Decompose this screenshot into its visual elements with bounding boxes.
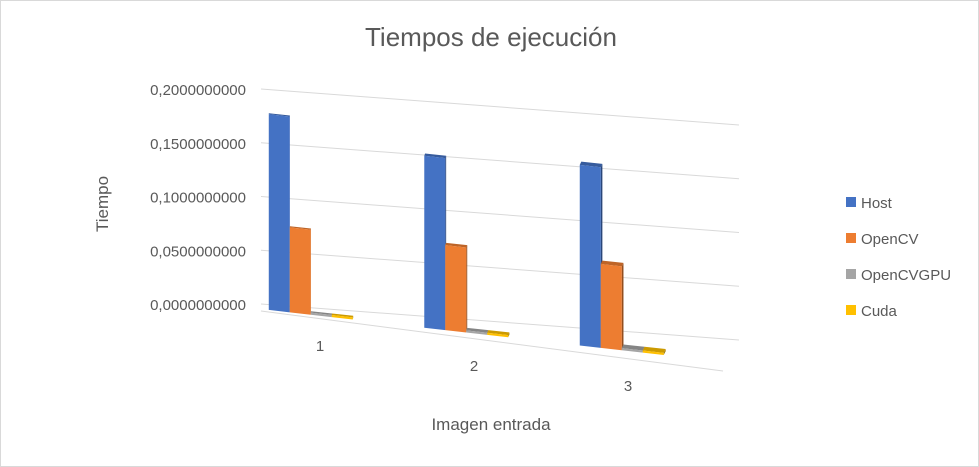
- gridline: [261, 143, 739, 179]
- gridline: [261, 250, 739, 286]
- bar-front: [290, 227, 311, 314]
- bar-front: [445, 245, 466, 332]
- bar-front: [269, 114, 290, 312]
- gridlines: [261, 89, 739, 371]
- bar-host-2: [424, 154, 446, 331]
- y-tick-labels: 0,0000000000 0,0500000000 0,1000000000 0,15…: [150, 82, 246, 314]
- x-axis-title: Imagen entrada: [431, 415, 551, 434]
- y-tick-label: 0,0500000000: [150, 243, 246, 260]
- bar-front: [580, 165, 601, 348]
- legend-swatch: [846, 305, 856, 315]
- legend: Host OpenCV OpenCVGPU Cuda: [846, 195, 951, 320]
- bar-host-1: [269, 113, 290, 312]
- legend-item-cuda: Cuda: [846, 303, 898, 320]
- legend-item-opencvgpu: OpenCVGPU: [846, 267, 951, 284]
- legend-label: OpenCV: [861, 231, 919, 248]
- legend-swatch: [846, 269, 856, 279]
- x-tick-label: 1: [316, 338, 324, 355]
- chart-title: Tiempos de ejecución: [365, 22, 617, 52]
- x-tick-label: 2: [470, 358, 478, 375]
- legend-label: Cuda: [861, 303, 898, 320]
- bar-opencv-2: [445, 243, 467, 333]
- x-tick-labels: 1 2 3: [316, 338, 632, 395]
- legend-item-host: Host: [846, 195, 893, 212]
- y-axis-title: Tiempo: [93, 176, 112, 232]
- y-tick-label: 0,2000000000: [150, 82, 246, 99]
- bar-host-3: [580, 162, 603, 348]
- x-tick-label: 3: [624, 378, 632, 395]
- bar-front: [424, 156, 445, 330]
- bar-side: [622, 263, 624, 350]
- legend-label: OpenCVGPU: [861, 267, 951, 284]
- bar-opencv-3: [601, 261, 624, 351]
- gridline: [261, 197, 739, 233]
- y-tick-label: 0,1500000000: [150, 136, 246, 153]
- bar-side: [466, 245, 467, 332]
- legend-swatch: [846, 197, 856, 207]
- bars: [269, 113, 666, 355]
- bar-front: [601, 264, 622, 350]
- legend-swatch: [846, 233, 856, 243]
- bar-opencvgpu-3: [622, 345, 645, 353]
- y-tick-label: 0,1000000000: [150, 190, 246, 207]
- gridline: [261, 89, 739, 125]
- legend-item-opencv: OpenCV: [846, 231, 919, 248]
- bar-cuda-2: [487, 330, 509, 337]
- bar-opencvgpu-2: [466, 328, 488, 335]
- bar-opencv-1: [290, 226, 311, 315]
- y-tick-label: 0,0000000000: [150, 297, 246, 314]
- floor-front-edge: [261, 311, 723, 371]
- bar-opencvgpu-1: [311, 311, 332, 317]
- bar-cuda-1: [332, 313, 353, 319]
- legend-label: Host: [861, 195, 893, 212]
- bar-cuda-3: [643, 347, 666, 355]
